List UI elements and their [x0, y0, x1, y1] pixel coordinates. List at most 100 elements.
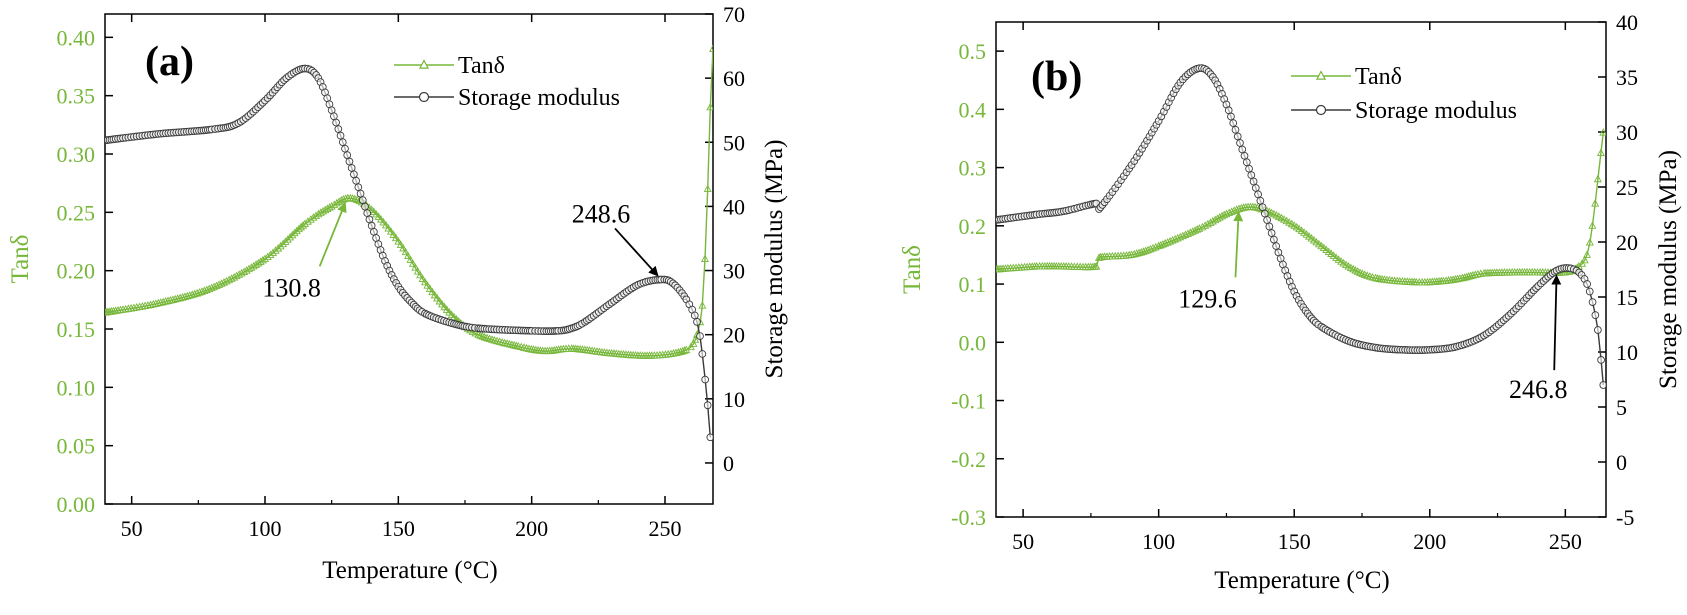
y-left-axis-label: Tanδ — [7, 235, 34, 284]
x-tick-label: 250 — [1549, 529, 1582, 554]
y-left-tick-label: -0.3 — [951, 505, 986, 530]
y-left-tick-label: -0.2 — [951, 447, 986, 472]
storage-modulus-marker — [1589, 299, 1596, 306]
y-right-tick-label: 50 — [723, 130, 745, 155]
x-tick-label: 150 — [382, 516, 415, 541]
y-right-tick-label: 25 — [1616, 175, 1638, 200]
x-tick-label: 250 — [649, 516, 682, 541]
y-right-tick-label: -5 — [1616, 505, 1634, 530]
y-right-tick-label: 0 — [1616, 450, 1627, 475]
y-left-tick-label: 0.4 — [959, 97, 987, 122]
storage-modulus-marker — [330, 113, 337, 120]
storage-modulus-marker — [1239, 146, 1246, 153]
peak-annotation: 246.8 — [1509, 277, 1568, 405]
legend-label: Storage modulus — [458, 85, 620, 111]
storage-modulus-marker — [1273, 243, 1280, 250]
y-left-tick-label: 0.00 — [57, 492, 96, 517]
storage-modulus-marker — [1243, 159, 1250, 166]
y-right-tick-label: 35 — [1616, 65, 1638, 90]
y-right-tick-label: 30 — [723, 259, 745, 284]
legend-label: Storage modulus — [1355, 98, 1517, 124]
storage-modulus-marker — [1228, 113, 1235, 120]
y-left-tick-label: 0.15 — [57, 317, 96, 342]
x-axis-label: Temperature (°C) — [1214, 567, 1390, 594]
legend-circle-icon — [1317, 106, 1326, 115]
legend-item-tan-delta: Tanδ — [1291, 64, 1402, 90]
storage-modulus-marker — [333, 119, 340, 126]
y-left-tick-label: 0.3 — [959, 156, 987, 181]
storage-modulus-marker — [362, 203, 369, 210]
storage-modulus-marker — [1266, 223, 1273, 230]
legend-circle-icon — [420, 93, 429, 102]
y-right-tick-label: 5 — [1616, 395, 1627, 420]
peak-annotation-label: 246.8 — [1509, 375, 1568, 404]
storage-modulus-marker — [1241, 152, 1248, 159]
y-right-tick-label: 40 — [723, 194, 745, 219]
storage-modulus-marker — [1246, 165, 1253, 172]
x-tick-label: 50 — [1012, 529, 1034, 554]
y-right-tick-label: 30 — [1616, 120, 1638, 145]
storage-modulus-marker — [346, 158, 353, 165]
panel-label: (b) — [1031, 54, 1082, 100]
storage-modulus-marker — [691, 312, 698, 319]
y-right-tick-label: 10 — [1616, 340, 1638, 365]
storage-modulus-marker — [353, 177, 360, 184]
y-left-tick-label: 0.20 — [57, 259, 96, 284]
storage-modulus-marker — [1598, 357, 1605, 364]
storage-modulus-marker — [1257, 197, 1264, 204]
peak-annotation-arrow — [1554, 277, 1556, 371]
x-tick-label: 100 — [249, 516, 282, 541]
x-tick-label: 150 — [1278, 529, 1311, 554]
y-right-tick-label: 60 — [723, 66, 745, 91]
y-left-tick-label: 0.2 — [959, 214, 987, 239]
storage-modulus-marker — [1270, 236, 1277, 243]
legend-item-storage-modulus: Storage modulus — [1291, 98, 1517, 124]
storage-modulus-marker — [1248, 172, 1255, 179]
x-tick-label: 100 — [1142, 529, 1175, 554]
storage-modulus-marker — [702, 376, 709, 383]
storage-modulus-marker — [339, 139, 346, 146]
peak-annotation-label: 129.6 — [1178, 284, 1237, 313]
y-left-tick-label: 0.30 — [57, 142, 96, 167]
storage-modulus-marker — [357, 190, 364, 197]
y-left-tick-label: 0.0 — [959, 330, 987, 355]
y-right-tick-label: 20 — [1616, 230, 1638, 255]
storage-modulus-marker — [344, 152, 351, 159]
peak-annotation-label: 130.8 — [262, 273, 321, 302]
storage-modulus-marker — [335, 126, 342, 133]
panel-label: (a) — [145, 39, 194, 85]
storage-modulus-marker — [1584, 281, 1591, 288]
x-axis-label: Temperature (°C) — [322, 557, 498, 584]
storage-modulus-marker — [1261, 210, 1268, 217]
y-left-tick-label: 0.1 — [959, 272, 987, 297]
storage-modulus-marker — [1230, 120, 1237, 127]
storage-modulus-marker — [1259, 204, 1266, 211]
legend-item-storage-modulus: Storage modulus — [394, 85, 620, 111]
peak-annotation-label: 248.6 — [572, 199, 631, 228]
peak-annotation: 248.6 — [572, 199, 657, 275]
storage-modulus-marker — [348, 165, 355, 172]
y-right-tick-label: 20 — [723, 323, 745, 348]
peak-annotation-arrow — [1235, 213, 1238, 277]
y-right-tick-label: 10 — [723, 387, 745, 412]
storage-modulus-marker — [350, 171, 357, 178]
y-right-axis-label: Storage modulus (MPa) — [761, 140, 788, 379]
storage-modulus-marker — [364, 210, 371, 217]
storage-modulus-marker — [1234, 133, 1241, 140]
y-right-tick-label: 0 — [723, 451, 734, 476]
storage-modulus-marker — [1252, 185, 1259, 192]
x-tick-label: 50 — [121, 516, 143, 541]
storage-modulus-marker — [366, 216, 373, 223]
y-right-tick-label: 15 — [1616, 285, 1638, 310]
legend-item-tan-delta: Tanδ — [394, 53, 505, 79]
y-left-tick-label: 0.40 — [57, 25, 96, 50]
y-left-tick-label: 0.5 — [959, 39, 987, 64]
storage-modulus-marker — [1232, 126, 1239, 133]
y-left-tick-label: -0.1 — [951, 389, 986, 414]
y-left-tick-label: 0.10 — [57, 375, 96, 400]
storage-modulus-marker — [1592, 312, 1599, 319]
